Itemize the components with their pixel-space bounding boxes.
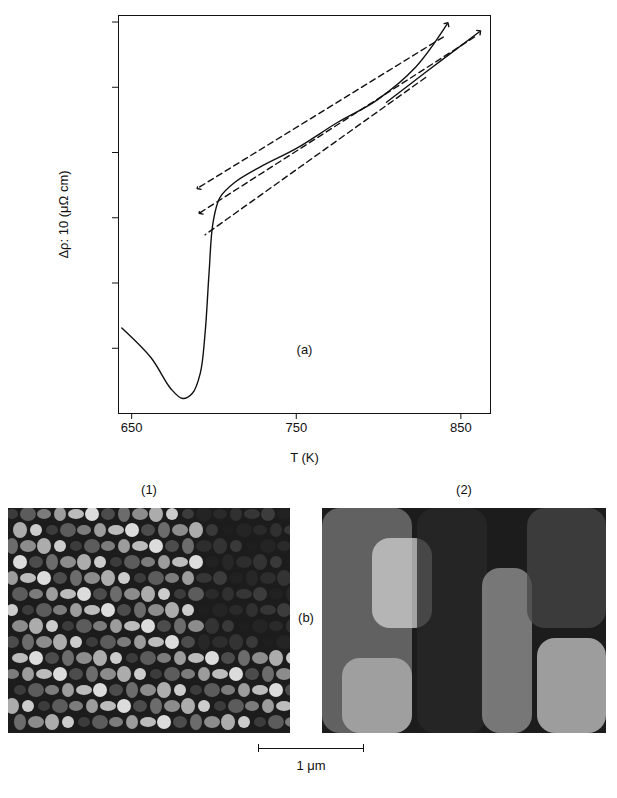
svg-text:650: 650 (121, 420, 143, 435)
svg-text:750: 750 (285, 420, 307, 435)
html-text:(1): (1) (141, 482, 157, 497)
svg-text:850: 850 (450, 420, 472, 435)
svg-text:Δρ: 10 (μΩ cm): Δρ: 10 (μΩ cm) (56, 170, 71, 258)
html-text:(b): (b) (298, 610, 314, 625)
svg-text:(a): (a) (297, 342, 313, 357)
svg-text:T (K): T (K) (290, 450, 319, 465)
html-text:(2): (2) (456, 482, 472, 497)
html-text:1 μm: 1 μm (296, 758, 326, 773)
